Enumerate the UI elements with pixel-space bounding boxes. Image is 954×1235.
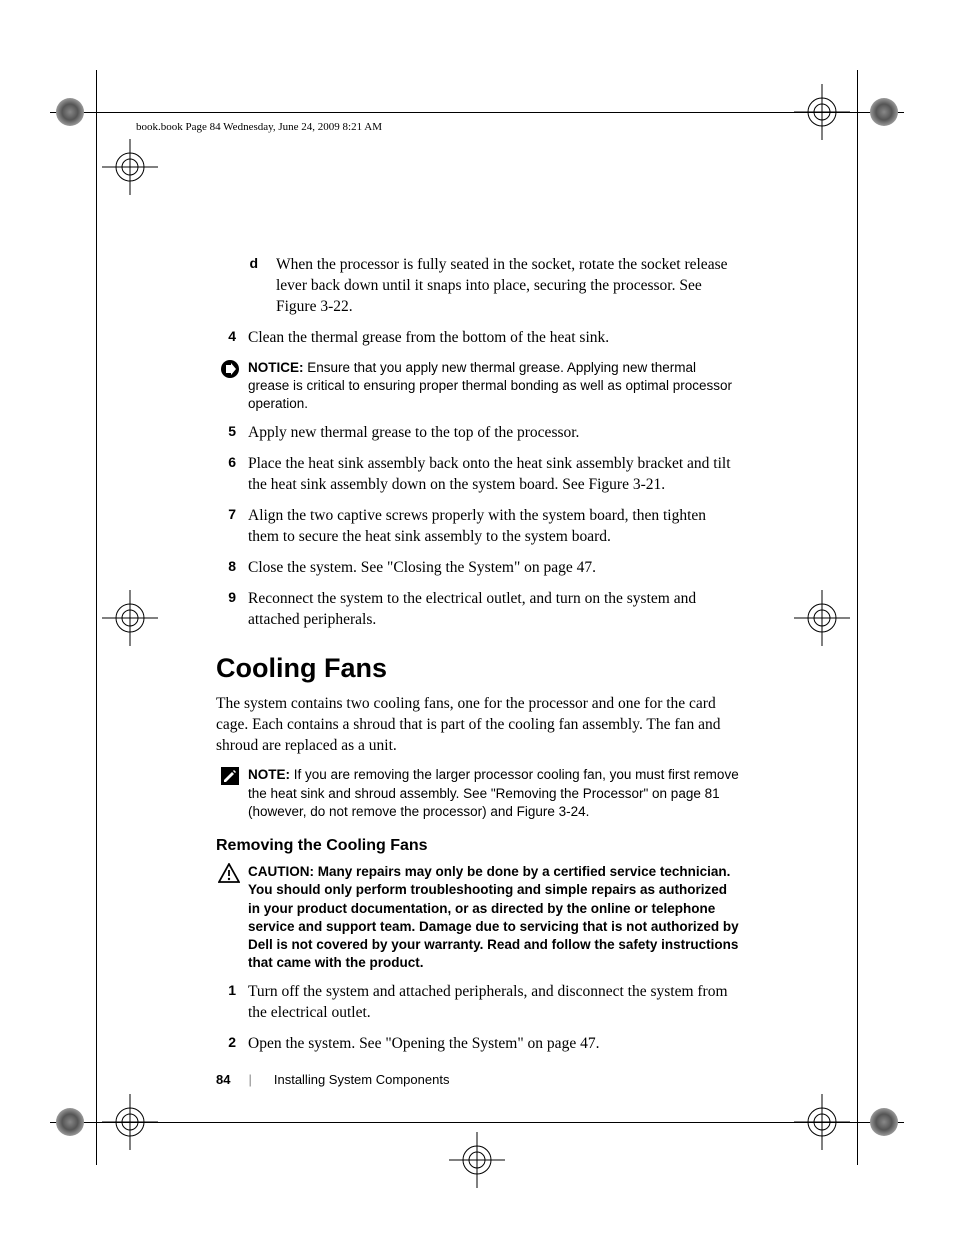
notice-body: Ensure that you apply new thermal grease… bbox=[248, 360, 732, 411]
caution-body: Many repairs may only be done by a certi… bbox=[248, 864, 739, 970]
crop-line-top bbox=[50, 112, 904, 113]
remove-step-1: 1 Turn off the system and attached perip… bbox=[216, 982, 740, 1024]
note-body: If you are removing the larger processor… bbox=[248, 767, 739, 818]
step-7: 7 Align the two captive screws properly … bbox=[216, 506, 740, 548]
list-marker: 4 bbox=[216, 328, 248, 349]
page-body: d When the processor is fully seated in … bbox=[216, 255, 740, 1065]
corner-ornament-icon bbox=[870, 98, 898, 126]
caution-triangle-icon bbox=[216, 863, 248, 972]
list-marker: 1 bbox=[216, 982, 248, 1024]
notice-arrow-icon bbox=[216, 359, 248, 414]
step-5: 5 Apply new thermal grease to the top of… bbox=[216, 423, 740, 444]
notice-callout: NOTICE: Ensure that you apply new therma… bbox=[216, 359, 740, 414]
list-text: Close the system. See "Closing the Syste… bbox=[248, 558, 740, 579]
section-intro: The system contains two cooling fans, on… bbox=[216, 694, 740, 757]
caution-lead: CAUTION: bbox=[248, 864, 314, 879]
crop-line-bottom bbox=[50, 1122, 904, 1123]
note-text: NOTE: If you are removing the larger pro… bbox=[248, 766, 740, 821]
registration-mark-icon bbox=[447, 1130, 507, 1190]
registration-mark-icon bbox=[100, 1092, 160, 1152]
step-6: 6 Place the heat sink assembly back onto… bbox=[216, 454, 740, 496]
crop-line-right bbox=[857, 70, 858, 1165]
subsection-heading-removing: Removing the Cooling Fans bbox=[216, 837, 740, 855]
list-text: When the processor is fully seated in th… bbox=[276, 255, 740, 318]
corner-ornament-icon bbox=[870, 1108, 898, 1136]
registration-mark-icon bbox=[792, 1092, 852, 1152]
list-marker: 5 bbox=[216, 423, 248, 444]
notice-text: NOTICE: Ensure that you apply new therma… bbox=[248, 359, 740, 414]
list-marker: 7 bbox=[216, 506, 248, 548]
list-marker: 6 bbox=[216, 454, 248, 496]
list-marker: 2 bbox=[216, 1034, 248, 1055]
notice-lead: NOTICE: bbox=[248, 360, 304, 375]
section-heading-cooling-fans: Cooling Fans bbox=[216, 653, 740, 684]
list-marker: 8 bbox=[216, 558, 248, 579]
crop-line-left bbox=[96, 70, 97, 1165]
registration-mark-icon bbox=[100, 137, 160, 197]
page-number: 84 bbox=[216, 1072, 230, 1087]
corner-ornament-icon bbox=[56, 1108, 84, 1136]
list-text: Align the two captive screws properly wi… bbox=[248, 506, 740, 548]
remove-step-2: 2 Open the system. See "Opening the Syst… bbox=[216, 1034, 740, 1055]
registration-mark-icon bbox=[792, 588, 852, 648]
list-text: Turn off the system and attached periphe… bbox=[248, 982, 740, 1024]
note-pencil-icon bbox=[216, 766, 248, 821]
corner-ornament-icon bbox=[56, 98, 84, 126]
caution-callout: CAUTION: Many repairs may only be done b… bbox=[216, 863, 740, 972]
list-text: Open the system. See "Opening the System… bbox=[248, 1034, 740, 1055]
step-9: 9 Reconnect the system to the electrical… bbox=[216, 589, 740, 631]
footer-separator: | bbox=[248, 1072, 251, 1087]
list-text: Reconnect the system to the electrical o… bbox=[248, 589, 740, 631]
step-4: 4 Clean the thermal grease from the bott… bbox=[216, 328, 740, 349]
note-lead: NOTE: bbox=[248, 767, 290, 782]
note-callout: NOTE: If you are removing the larger pro… bbox=[216, 766, 740, 821]
page-footer: 84 | Installing System Components bbox=[216, 1072, 449, 1087]
page-header-meta: book.book Page 84 Wednesday, June 24, 20… bbox=[136, 121, 382, 133]
substep-d: d When the processor is fully seated in … bbox=[216, 255, 740, 318]
list-text: Place the heat sink assembly back onto t… bbox=[248, 454, 740, 496]
caution-text: CAUTION: Many repairs may only be done b… bbox=[248, 863, 740, 972]
list-marker: 9 bbox=[216, 589, 248, 631]
step-8: 8 Close the system. See "Closing the Sys… bbox=[216, 558, 740, 579]
registration-mark-icon bbox=[792, 82, 852, 142]
footer-chapter: Installing System Components bbox=[274, 1072, 450, 1087]
list-text: Clean the thermal grease from the bottom… bbox=[248, 328, 740, 349]
list-text: Apply new thermal grease to the top of t… bbox=[248, 423, 740, 444]
list-marker: d bbox=[216, 255, 276, 318]
registration-mark-icon bbox=[100, 588, 160, 648]
